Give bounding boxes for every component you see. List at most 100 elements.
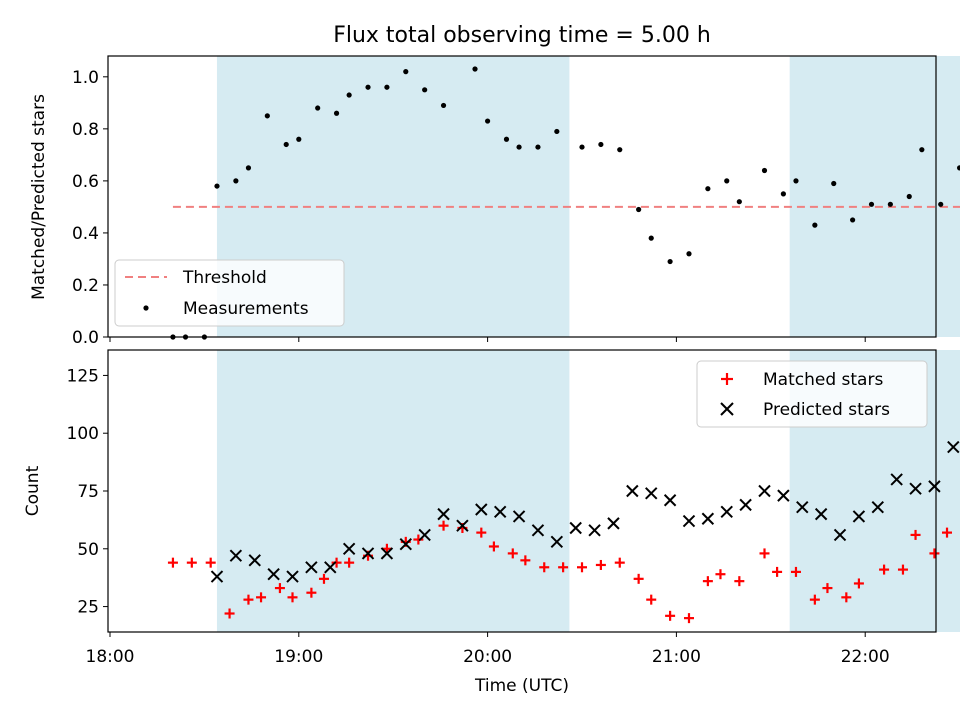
matched-point [344,557,355,568]
matched-point [809,594,820,605]
matched-point [929,548,940,559]
x-tick-label: 22:00 [841,647,890,667]
matched-point [790,566,801,577]
measurement-point [667,258,673,265]
y-tick-label: 100 [67,424,99,444]
measurement-point [598,141,604,148]
matched-point [224,608,235,619]
predicted-point [248,554,261,567]
legend-threshold-label: Threshold [182,268,267,288]
matched-point [942,527,953,538]
measurement-point [761,167,768,174]
matched-point [646,594,657,605]
measurement-point [264,113,270,119]
top-y-axis-label: Matched/Predicted stars [29,94,49,300]
x-tick-label: 20:00 [463,647,512,667]
top-axes-frame [107,55,937,338]
legend-predicted-label: Predicted stars [763,400,890,420]
predicted-point [267,568,280,581]
matched-point [318,573,329,584]
count-plot-area [167,440,960,624]
matched-point [715,569,726,580]
predicted-point [739,498,752,512]
predicted-point [588,524,601,537]
matched-point [702,576,713,587]
top-panel: 0.0 0.2 0.4 0.6 0.8 1.0 Matched/Predicted sta… [29,55,960,348]
predicted-point [324,561,337,574]
predicted-point [286,570,299,583]
matched-point [897,564,908,575]
matched-point [507,548,518,559]
predicted-point [890,473,903,486]
matched-point [665,610,676,621]
predicted-point [682,514,696,528]
predicted-point [399,537,412,551]
matched-point [186,557,197,568]
predicted-point [626,484,639,498]
y-tick-label: 125 [67,366,99,386]
matched-point [256,592,267,603]
legend-predicted-swatch [720,402,734,416]
predicted-point [607,517,620,530]
bottom-axes-ticks: 25507510012518:0019:0020:0021:0022:0023:… [67,366,890,667]
y-tick-label: 0.8 [72,120,99,140]
predicted-point [456,519,469,532]
measurement-point [780,191,786,197]
matched-point [822,583,833,594]
measurement-point [245,165,252,171]
bottom-panel: 25507510012518:0019:0020:0021:0022:0023:… [23,349,960,696]
measurement-point [812,222,818,228]
measurement-point [485,118,491,124]
measurement-point [579,144,585,150]
matched-point [438,520,449,531]
matched-point [205,557,216,568]
matched-point [910,529,921,540]
measurement-point [283,141,289,148]
measurement-point [503,136,510,142]
predicted-point [531,524,545,537]
measurement-point [887,201,893,207]
y-tick-label: 1.0 [72,68,99,88]
measurement-point [850,217,856,223]
predicted-point [852,510,866,523]
legend-matched-label: Matched stars [763,370,883,390]
measurement-point [440,102,447,109]
predicted-point [305,561,318,574]
measurement-point [919,147,925,153]
measurement-point [365,84,371,90]
matched-point [633,573,644,584]
bottom-y-axis-label: Count [23,465,43,516]
measurement-point [403,69,409,75]
predicted-point [909,482,922,495]
matched-point [539,562,550,573]
measurement-point [422,87,428,93]
predicted-point [569,521,582,535]
measurement-point [868,201,875,207]
measurement-point [384,84,390,90]
measurement-point [516,144,522,150]
legend-measurements-swatch [143,305,149,311]
ratio-plot-area [170,66,960,340]
measurement-point [705,186,711,192]
x-axis-label: Time (UTC) [474,676,569,696]
measurement-point [938,201,944,207]
top-legend: Threshold Measurements [114,259,345,327]
matched-point [274,583,285,594]
y-tick-label: 0.4 [72,224,99,244]
matched-point [772,566,783,577]
y-tick-label: 0.6 [72,172,99,192]
predicted-point [342,542,356,555]
figure-title: Flux total observing time = 5.00 h [333,23,711,48]
matched-point [558,562,569,573]
predicted-point [210,570,224,583]
predicted-point [777,489,790,502]
predicted-point [701,512,715,525]
matched-point [488,541,499,552]
measurement-point [906,193,912,200]
predicted-point [475,503,488,516]
bottom-legend: Matched stars Predicted stars [696,360,928,428]
matched-point [614,557,625,568]
predicted-point [758,484,771,498]
measurement-point [214,183,220,189]
y-tick-label: 0.2 [72,276,99,296]
